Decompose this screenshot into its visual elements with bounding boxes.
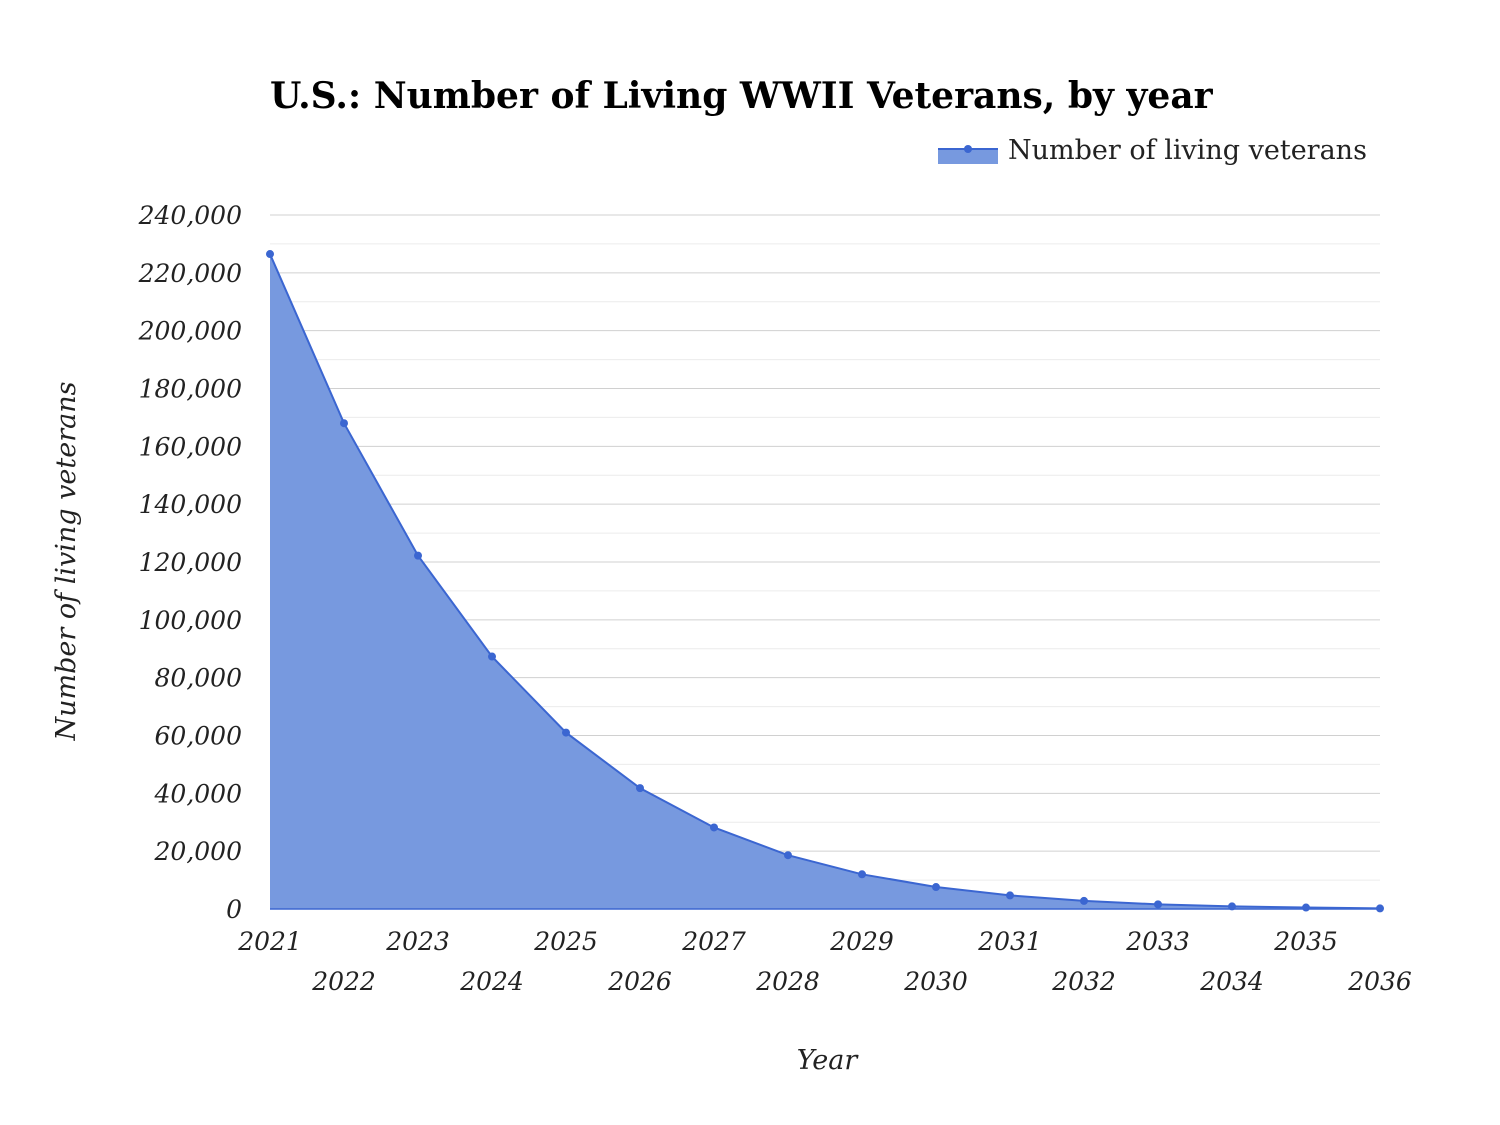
data-point-2035 xyxy=(1302,903,1310,912)
y-tick-label: 240,000 xyxy=(138,201,242,230)
data-point-2030 xyxy=(932,883,940,892)
x-tick-label: 2032 xyxy=(1051,967,1116,996)
legend-label: Number of living veterans xyxy=(1008,135,1367,166)
legend-marker xyxy=(964,145,972,153)
data-point-2033 xyxy=(1154,900,1162,909)
x-axis-ticks: 2021 2022 2023 2024 2025 2026 2027 2028 2029 2030… xyxy=(237,927,1412,996)
data-point-2028 xyxy=(784,851,792,860)
y-tick-label: 40,000 xyxy=(154,779,243,808)
y-tick-label: 160,000 xyxy=(139,432,242,461)
plot-area xyxy=(266,250,1384,913)
y-tick-label: 120,000 xyxy=(139,548,242,577)
x-tick-label: 2025 xyxy=(533,927,598,956)
y-tick-label: 180,000 xyxy=(139,375,242,404)
data-point-2036 xyxy=(1376,904,1384,913)
legend-swatch xyxy=(938,148,998,164)
data-point-2029 xyxy=(858,870,866,879)
x-tick-label: 2029 xyxy=(829,927,894,956)
data-point-2021 xyxy=(266,250,274,259)
y-tick-label: 140,000 xyxy=(139,490,242,519)
x-tick-label: 2031 xyxy=(977,927,1042,956)
y-tick-label: 200,000 xyxy=(138,317,242,346)
x-tick-label: 2022 xyxy=(311,967,376,996)
x-tick-label: 2034 xyxy=(1199,967,1264,996)
x-tick-label: 2033 xyxy=(1125,927,1190,956)
series-line xyxy=(269,253,1381,910)
data-point-2025 xyxy=(562,728,570,737)
data-point-2034 xyxy=(1228,902,1236,911)
data-point-2024 xyxy=(488,652,496,661)
x-tick-label: 2024 xyxy=(459,967,524,996)
y-tick-label: 220,000 xyxy=(138,259,242,288)
data-point-2026 xyxy=(636,784,644,793)
x-tick-label: 2036 xyxy=(1347,967,1412,996)
x-tick-label: 2023 xyxy=(385,927,450,956)
data-point-2022 xyxy=(340,419,348,428)
y-axis-ticks: 0 20,000 40,000 60,000 80,000 100,000 120,000 1… xyxy=(138,201,242,924)
y-tick-label: 60,000 xyxy=(155,722,243,751)
chart-title: U.S.: Number of Living WWII Veterans, by… xyxy=(270,75,1214,117)
x-tick-label: 2028 xyxy=(755,967,820,996)
data-point-2031 xyxy=(1006,891,1014,900)
series-area-fill xyxy=(270,254,1380,910)
grid-lines xyxy=(270,214,1380,881)
y-tick-label: 80,000 xyxy=(155,664,243,693)
data-point-2032 xyxy=(1080,896,1088,905)
x-tick-label: 2030 xyxy=(903,967,968,996)
data-point-2023 xyxy=(414,551,422,560)
legend: Number of living veterans xyxy=(938,135,1367,166)
x-axis-title: Year xyxy=(797,1045,860,1076)
y-tick-label: 0 xyxy=(226,895,242,924)
data-point-2027 xyxy=(710,823,718,832)
y-axis-title: Number of living veterans xyxy=(51,382,82,742)
x-tick-label: 2021 xyxy=(237,927,302,956)
x-tick-label: 2035 xyxy=(1273,927,1338,956)
y-tick-label: 100,000 xyxy=(139,606,242,635)
x-tick-label: 2027 xyxy=(681,927,746,956)
x-tick-label: 2026 xyxy=(607,967,672,996)
y-tick-label: 20,000 xyxy=(154,837,243,866)
